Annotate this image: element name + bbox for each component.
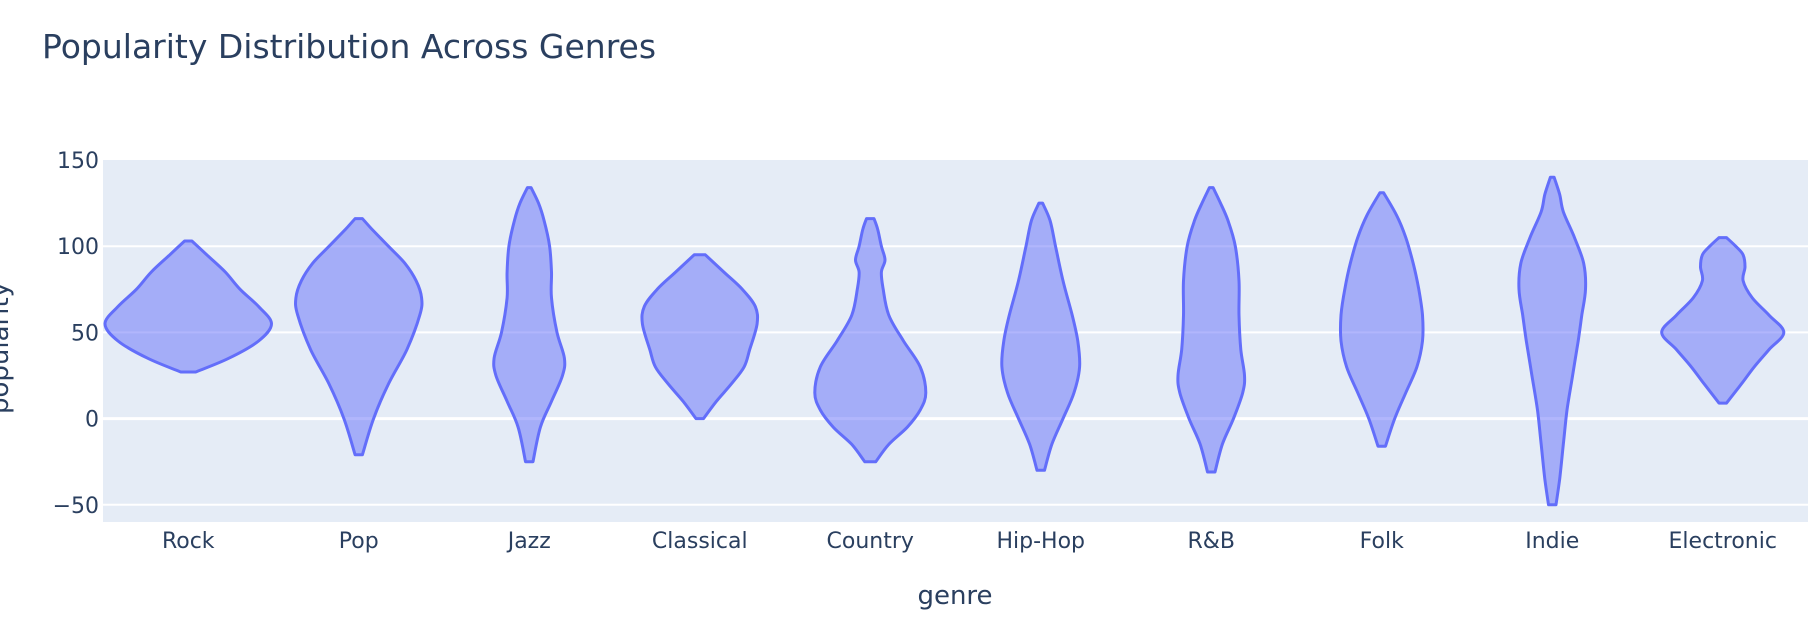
- y-tick-label: 150: [57, 149, 99, 174]
- violin-classical: [640, 253, 760, 421]
- y-tick-label: −50: [53, 494, 99, 519]
- x-tick-label: Electronic: [1669, 529, 1777, 554]
- x-tick-label: Indie: [1525, 529, 1579, 554]
- violin-electronic: [1660, 236, 1786, 405]
- x-tick-label: Pop: [339, 529, 379, 554]
- violin-r-b: [1176, 186, 1247, 474]
- x-tick-label: Jazz: [506, 529, 551, 554]
- violin-hip-hop: [1000, 201, 1082, 472]
- violin-rock: [103, 239, 273, 374]
- y-tick-label: 50: [71, 321, 99, 346]
- violin-country: [813, 217, 928, 464]
- violin-folk: [1338, 191, 1425, 448]
- x-axis-ticks: Rock Pop Jazz Classical Country Hip-Hop R&B Fol…: [162, 529, 1777, 554]
- violin-jazz: [492, 186, 567, 464]
- x-tick-label: Country: [827, 529, 914, 554]
- y-axis-title: popularity: [0, 282, 15, 414]
- x-tick-label: Rock: [162, 529, 215, 554]
- y-axis-ticks: −50 0 50 100 150: [53, 149, 99, 519]
- violins: [103, 175, 1786, 507]
- violin-pop: [294, 217, 424, 457]
- y-tick-label: 0: [85, 408, 99, 433]
- y-tick-label: 100: [57, 235, 99, 260]
- x-axis-title: genre: [917, 581, 992, 611]
- x-tick-label: Folk: [1360, 529, 1404, 554]
- violin-indie: [1517, 175, 1588, 507]
- chart-title: Popularity Distribution Across Genres: [42, 27, 656, 66]
- x-tick-label: Hip-Hop: [996, 529, 1085, 554]
- x-tick-label: Classical: [652, 529, 748, 554]
- x-tick-label: R&B: [1187, 529, 1235, 554]
